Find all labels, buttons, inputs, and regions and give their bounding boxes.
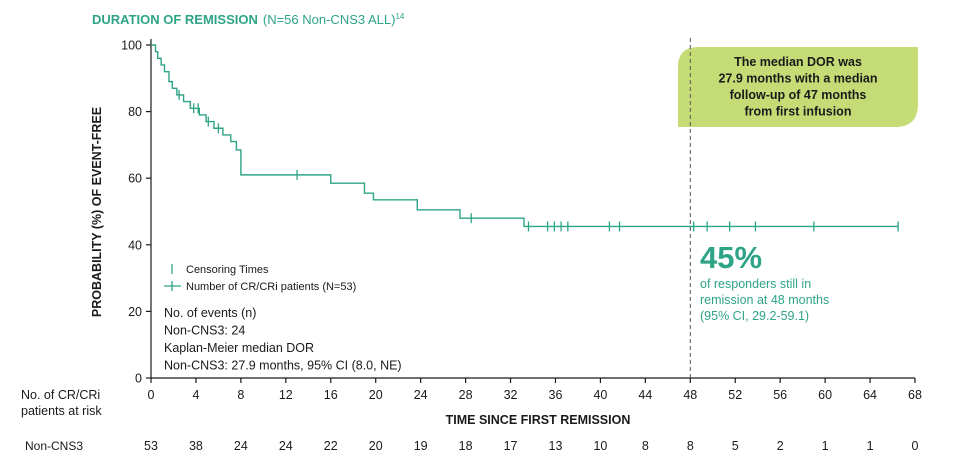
- y-tick-label: 20: [128, 305, 142, 319]
- highlight-value: 45%: [700, 240, 762, 275]
- x-tick-label: 60: [818, 388, 832, 402]
- x-tick-label: 48: [683, 388, 697, 402]
- risk-count: 19: [414, 439, 428, 453]
- x-tick-label: 32: [504, 388, 518, 402]
- highlight-45-percent: 45% of responders still in remission at 48…: [700, 240, 829, 323]
- risk-count: 8: [642, 439, 649, 453]
- risk-count: 24: [279, 439, 293, 453]
- censor-marks: [178, 89, 899, 232]
- chart-title-suffix: (N=56 Non-CNS3 ALL): [263, 12, 396, 27]
- x-tick-label: 16: [324, 388, 338, 402]
- x-tick-label: 56: [773, 388, 787, 402]
- y-tick-label: 100: [121, 39, 142, 53]
- x-axis-label: TIME SINCE FIRST REMISSION: [446, 413, 631, 427]
- x-tick-label: 0: [148, 388, 155, 402]
- risk-count: 13: [549, 439, 563, 453]
- risk-row-label: Non-CNS3: [25, 439, 83, 453]
- risk-header-line: patients at risk: [21, 404, 102, 418]
- x-tick-label: 40: [593, 388, 607, 402]
- callout-line: The median DOR was: [734, 55, 862, 69]
- risk-count: 8: [687, 439, 694, 453]
- callout-box: [678, 47, 918, 127]
- median-dor-callout: The median DOR was 27.9 months with a med…: [678, 47, 918, 127]
- risk-count: 1: [822, 439, 829, 453]
- risk-count: 18: [459, 439, 473, 453]
- risk-count: 20: [369, 439, 383, 453]
- stats-line: Non-CNS3: 27.9 months, 95% CI (8.0, NE): [164, 359, 402, 373]
- x-tick-label: 64: [863, 388, 877, 402]
- x-tick-label: 28: [459, 388, 473, 402]
- y-tick-label: 0: [135, 372, 142, 386]
- x-tick-label: 24: [414, 388, 428, 402]
- y-axis-label: PROBABILITY (%) OF EVENT-FREE: [90, 107, 104, 317]
- x-tick-label: 36: [549, 388, 563, 402]
- x-axis-ticks: 0 4 8 12 16 20 24 28 32 36 40 44 48 52 56 60 64 68: [148, 378, 922, 402]
- risk-count: 24: [234, 439, 248, 453]
- risk-table-header: No. of CR/CRi patients at risk: [21, 388, 102, 418]
- stats-line: Non-CNS3: 24: [164, 324, 245, 338]
- legend-censor-label: Censoring Times: [186, 264, 269, 276]
- chart-title-main: DURATION OF REMISSION: [92, 12, 258, 27]
- risk-count: 5: [732, 439, 739, 453]
- x-tick-label: 4: [192, 388, 199, 402]
- callout-line: 27.9 months with a median: [718, 72, 877, 86]
- x-tick-label: 12: [279, 388, 293, 402]
- risk-header-line: No. of CR/CRi: [21, 388, 100, 402]
- risk-count: 10: [593, 439, 607, 453]
- legend: Censoring Times Number of CR/CRi patient…: [164, 264, 356, 293]
- y-tick-label: 60: [128, 172, 142, 186]
- risk-table-counts: 53 38 24 24 22 20 19 18 17 13 10 8 8 5 2 1 1 0: [144, 439, 918, 453]
- x-tick-label: 68: [908, 388, 922, 402]
- risk-count: 22: [324, 439, 338, 453]
- stats-text: No. of events (n) Non-CNS3: 24 Kaplan-Meie…: [164, 306, 402, 373]
- axes: [150, 39, 915, 379]
- y-tick-label: 80: [128, 105, 142, 119]
- highlight-line: of responders still in: [700, 277, 811, 291]
- x-tick-label: 44: [638, 388, 652, 402]
- stats-line: Kaplan-Meier median DOR: [164, 341, 314, 355]
- risk-count: 17: [504, 439, 518, 453]
- km-survival-curve: [151, 44, 899, 228]
- x-tick-label: 52: [728, 388, 742, 402]
- legend-line-label: Number of CR/CRi patients (N=53): [186, 281, 356, 293]
- callout-line: from first infusion: [745, 105, 852, 119]
- x-tick-label: 8: [237, 388, 244, 402]
- y-axis-ticks: 0 20 40 60 80 100: [121, 39, 151, 386]
- risk-count: 53: [144, 439, 158, 453]
- risk-count: 2: [777, 439, 784, 453]
- risk-count: 1: [867, 439, 874, 453]
- y-tick-label: 40: [128, 238, 142, 252]
- risk-count: 0: [912, 439, 919, 453]
- x-tick-label: 20: [369, 388, 383, 402]
- highlight-line: remission at 48 months: [700, 293, 829, 307]
- stats-line: No. of events (n): [164, 306, 256, 320]
- chart-title: DURATION OF REMISSION (N=56 Non-CNS3 ALL)…: [92, 12, 405, 27]
- highlight-line: (95% CI, 29.2-59.1): [700, 309, 809, 323]
- callout-line: follow-up of 47 months: [730, 88, 867, 102]
- chart-title-superscript: 14: [395, 12, 404, 21]
- risk-count: 38: [189, 439, 203, 453]
